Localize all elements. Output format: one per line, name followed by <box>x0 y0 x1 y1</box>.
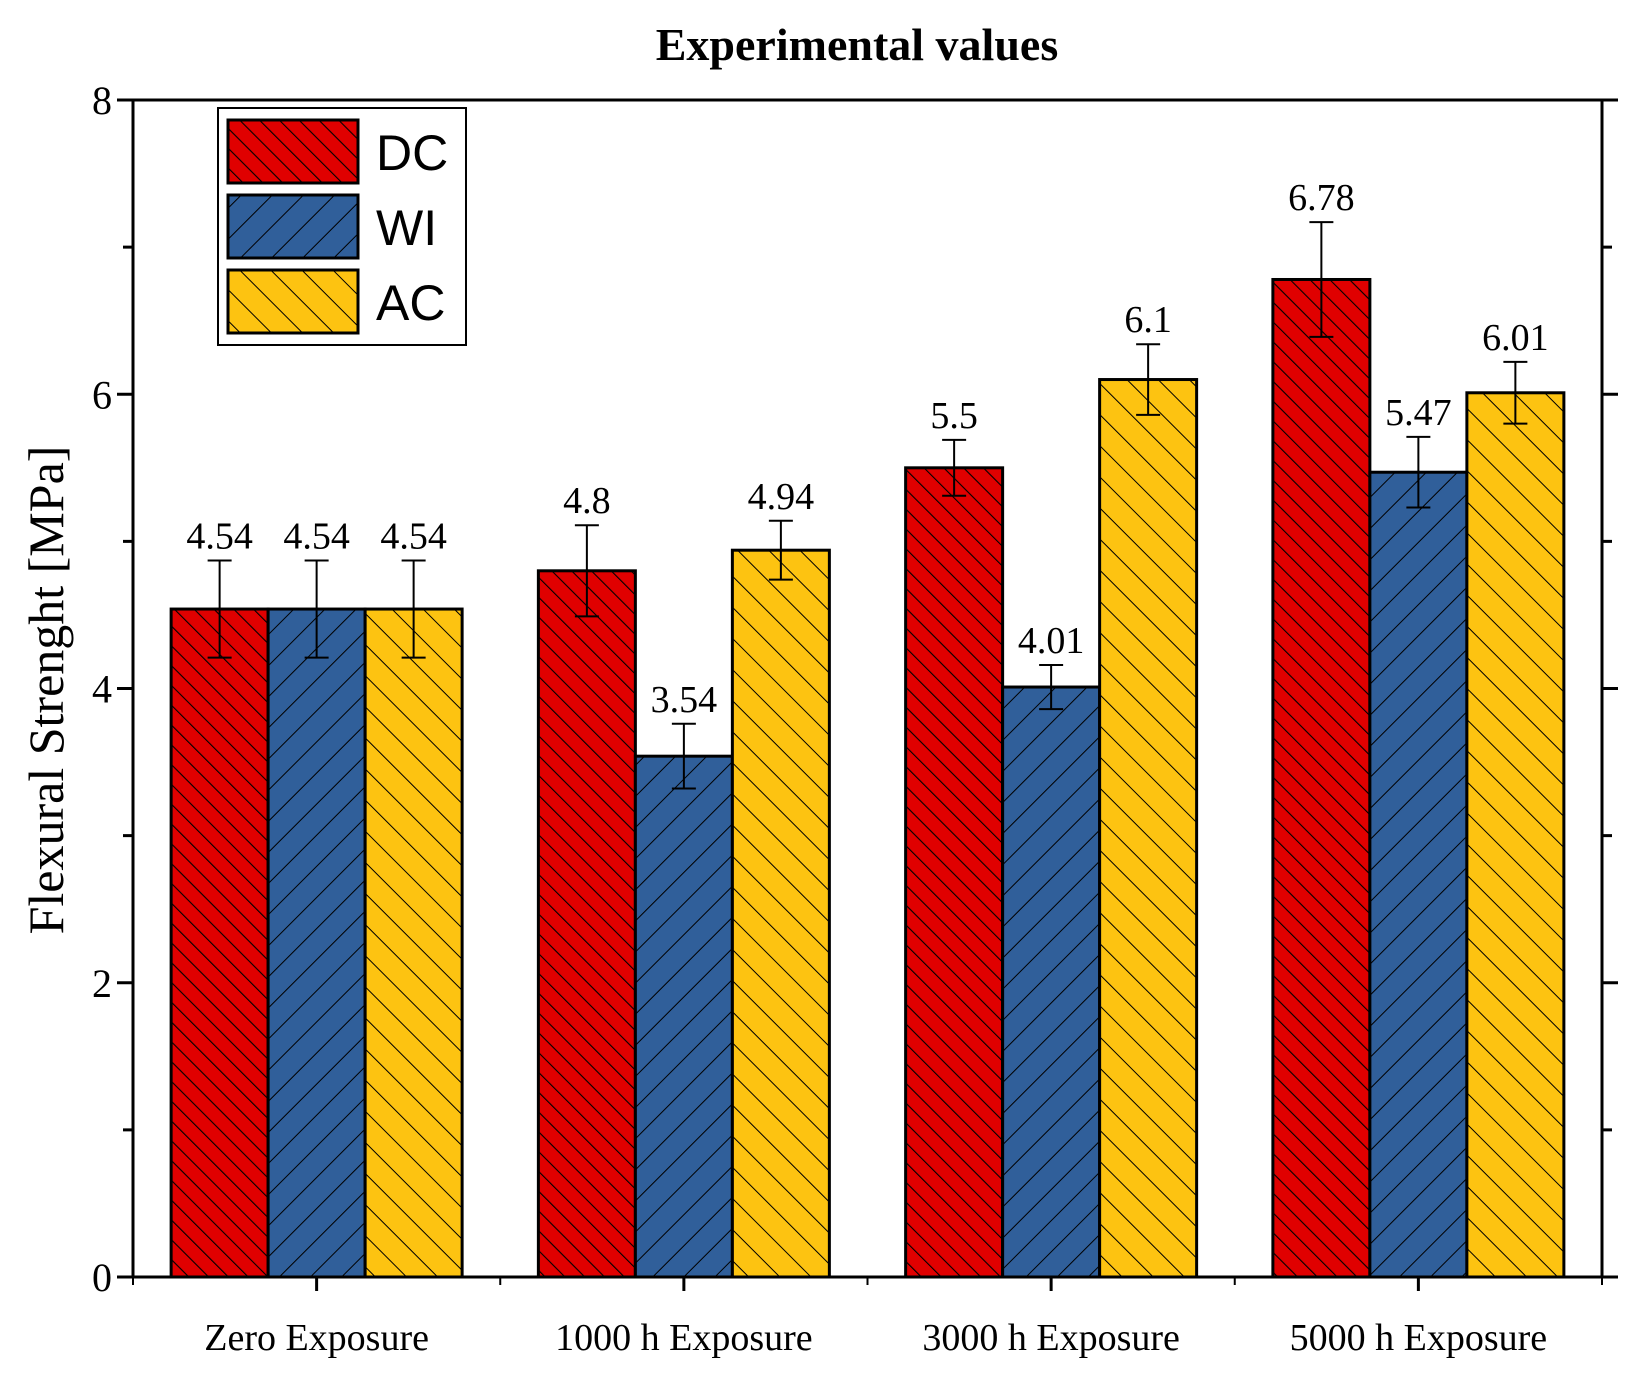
y-axis: 0 2 4 6 8 <box>92 78 1618 1300</box>
bar-wi-3 <box>1368 470 1469 1279</box>
x-tick-label-1: 1000 h Exposure <box>555 1317 813 1359</box>
data-label-dc-2: 5.5 <box>930 395 978 437</box>
bars-group <box>169 277 1566 1279</box>
y-tick-label-4: 4 <box>92 667 112 712</box>
bar-ac-0 <box>363 607 464 1279</box>
bar-dc-3 <box>1271 277 1372 1279</box>
legend-label-ac: AC <box>376 275 445 331</box>
data-label-wi-3: 5.47 <box>1385 392 1452 434</box>
data-label-wi-0: 4.54 <box>283 516 350 558</box>
bar-ac-3 <box>1465 391 1566 1279</box>
y-tick-label-6: 6 <box>92 372 112 417</box>
data-label-ac-1: 4.94 <box>748 476 815 518</box>
data-label-dc-0: 4.54 <box>186 516 253 558</box>
data-labels-group: 4.54 4.54 4.54 4.8 3.54 4.94 5.5 4.01 6.1 6.78 5.4… <box>186 177 1548 721</box>
bar-dc-2 <box>904 466 1005 1279</box>
y-tick-label-2: 2 <box>92 961 112 1006</box>
bar-ac-1 <box>730 548 831 1279</box>
error-bars-group <box>207 221 1528 790</box>
legend-label-wi: WI <box>376 200 437 256</box>
bar-wi-2 <box>1001 685 1102 1279</box>
bar-dc-0 <box>169 607 270 1279</box>
legend: DC WI AC <box>217 107 467 346</box>
bar-dc-1 <box>536 569 637 1279</box>
data-label-dc-3: 6.78 <box>1288 177 1355 219</box>
y-tick-label-0: 0 <box>92 1255 112 1300</box>
x-tick-label-2: 3000 h Exposure <box>922 1317 1180 1359</box>
legend-label-dc: DC <box>376 125 448 181</box>
legend-swatch-wi <box>226 193 360 260</box>
legend-swatch-dc <box>226 118 360 185</box>
data-label-wi-1: 3.54 <box>651 679 718 721</box>
x-tick-label-0: Zero Exposure <box>204 1317 429 1359</box>
x-axis: Zero Exposure 1000 h Exposure 3000 h Expos… <box>132 1277 1603 1359</box>
bar-ac-2 <box>1098 378 1199 1279</box>
legend-swatch-ac <box>226 268 360 335</box>
x-tick-label-3: 5000 h Exposure <box>1290 1317 1548 1359</box>
data-label-ac-3: 6.01 <box>1482 317 1549 359</box>
bar-wi-1 <box>633 754 734 1279</box>
data-label-ac-2: 6.1 <box>1124 299 1172 341</box>
data-label-wi-2: 4.01 <box>1018 620 1085 662</box>
chart-title: Experimental values <box>656 19 1058 70</box>
bar-wi-0 <box>266 607 367 1279</box>
y-axis-label: Flexural Strenght [MPa] <box>18 446 74 935</box>
data-label-ac-0: 4.54 <box>380 516 447 558</box>
y-tick-label-8: 8 <box>92 78 112 123</box>
data-label-dc-1: 4.8 <box>563 480 611 522</box>
